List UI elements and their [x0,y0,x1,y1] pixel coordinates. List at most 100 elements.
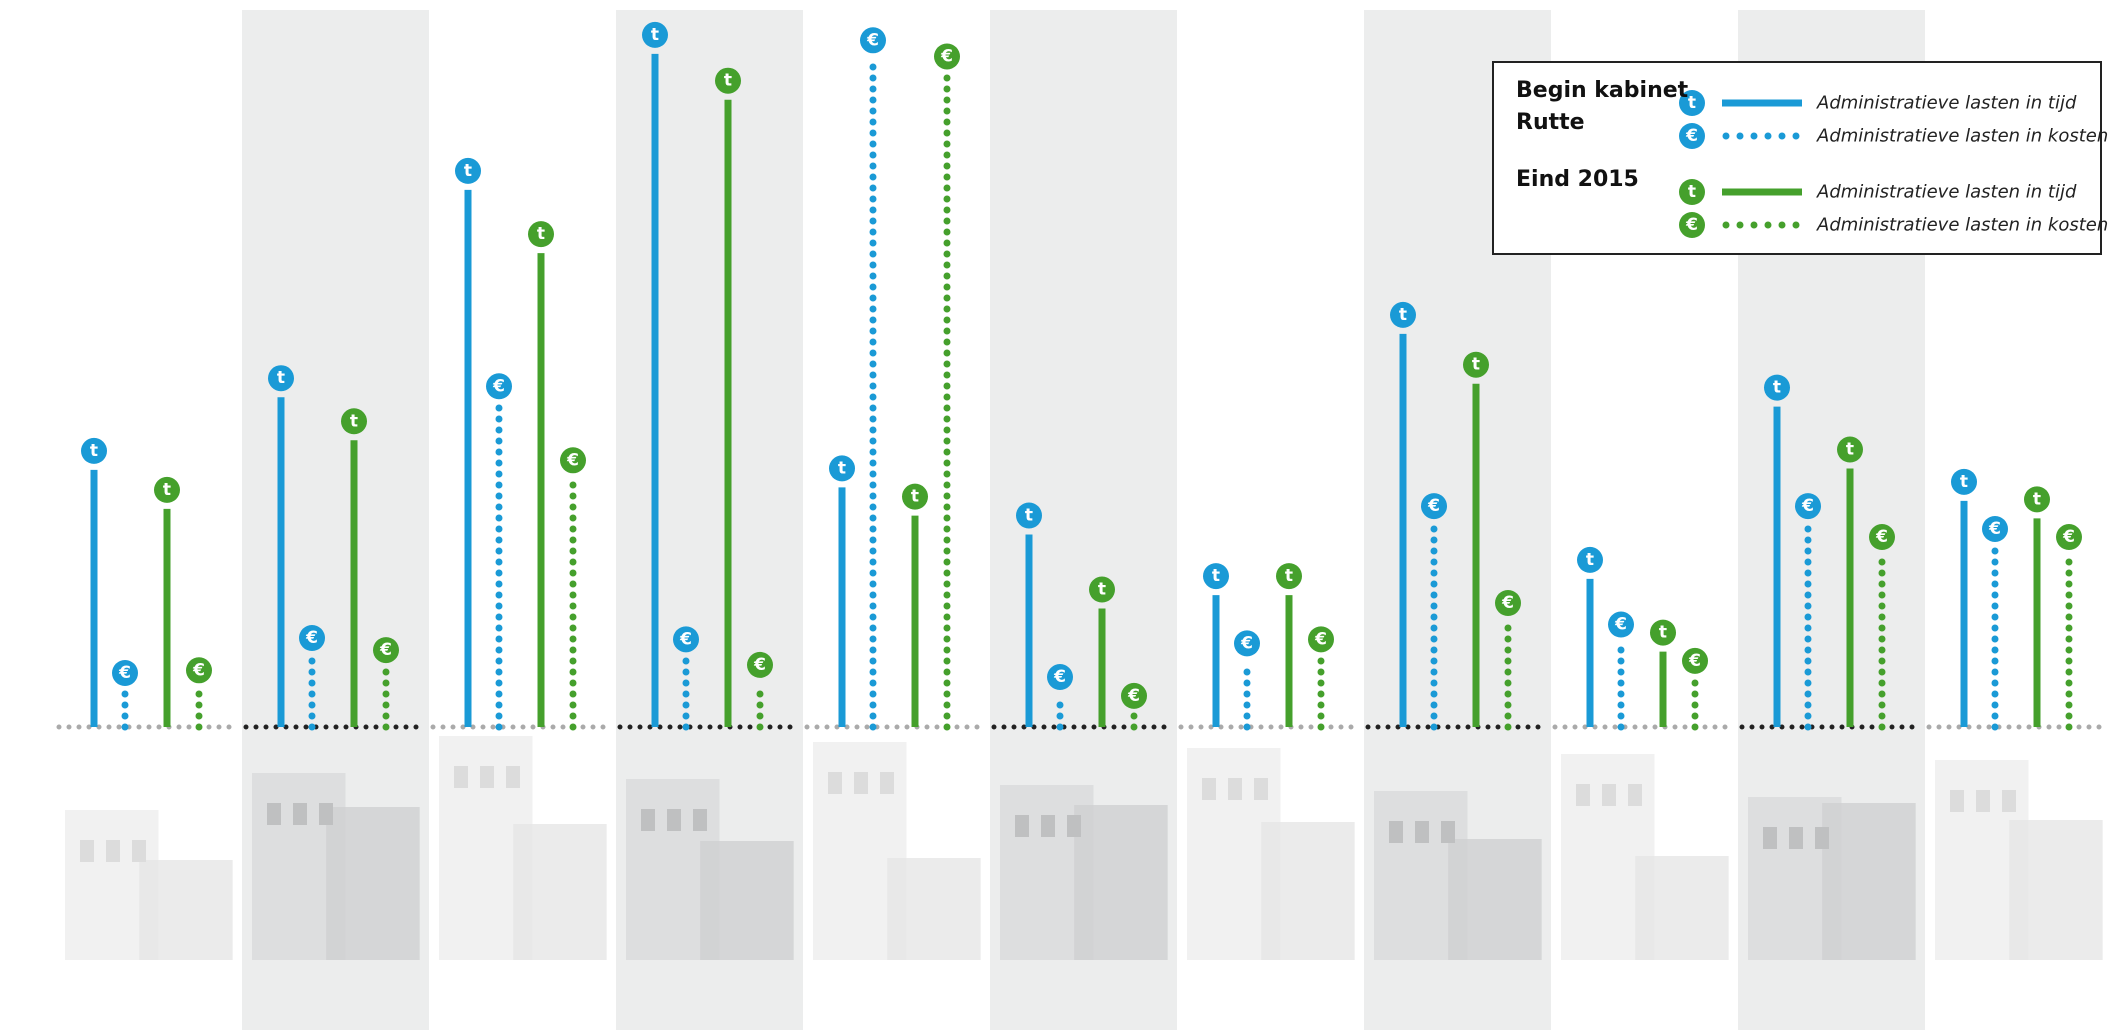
bar-icon [747,651,773,678]
bar-icon-label: € [866,30,879,50]
building [1261,822,1355,960]
building [887,858,981,960]
window [293,803,307,825]
bars: t t t t t t t t t t t € € € € € € € € € € € t t t t t t t t t t t € € € € € € €… [81,21,2082,731]
building [1822,803,1916,960]
bar-icon-label: t [1285,566,1293,586]
bar-icon [1421,493,1447,520]
window [2002,790,2016,812]
window [1254,778,1268,800]
bar-icon-label: € [1501,593,1514,613]
bar-icon [1682,647,1708,674]
window [1067,815,1081,837]
window [1950,790,1964,812]
bar-icon-label: € [1801,496,1814,516]
bar-icon [2024,486,2050,513]
window [80,840,94,862]
bar-icon-label: t [1025,506,1033,526]
window [1815,827,1829,849]
legend-label: Administratieve lasten in kosten [1817,125,2109,147]
legend-icon [1679,179,1705,205]
bar-icon-label: t [1773,378,1781,398]
bar-icon-label: t [90,441,98,461]
bar-icon [2056,524,2082,551]
bar-icon-label: € [1875,527,1888,547]
bar-icon [1982,515,2008,542]
window [1415,821,1429,843]
bar-icon-label: t [350,411,358,431]
window [1789,827,1803,849]
bar-icon-label: € [1127,686,1140,706]
bar-icon [1089,576,1115,603]
bar-icon [1650,619,1676,646]
legend-label: Administratieve lasten in tijd [1817,92,2077,114]
window [1202,778,1216,800]
legend-icon [1679,123,1705,149]
building [1448,839,1542,960]
bar-icon-label: € [492,376,505,396]
window [1389,821,1403,843]
bar-icon-label: € [1614,615,1627,635]
bar-icon-label: t [724,71,732,91]
bar-icon-label: € [2062,527,2075,547]
window [1576,784,1590,806]
window [1976,790,1990,812]
legend-icon [1679,212,1705,238]
bar-icon-label: t [911,487,919,507]
bar-icon [1608,611,1634,638]
legend: t € t € Begin kabinet Rutte Administratieve l… [1492,61,2108,255]
window [267,803,281,825]
bar-icon-label: € [1427,496,1440,516]
window [1441,821,1455,843]
window [506,766,520,788]
window [828,772,842,794]
bar-icon [373,637,399,664]
bar-icon [1869,524,1895,551]
window [854,772,868,794]
legend-marks: t € t € [1679,90,1806,238]
bar-icon-label: t [1098,580,1106,600]
window [1228,778,1242,800]
window [693,809,707,831]
bar-icon-label: t [277,368,285,388]
bar-icon [299,625,325,651]
building [2009,820,2103,960]
bar-icon [1047,664,1073,691]
window [1015,815,1029,837]
bar-icon [1951,468,1977,495]
bar-icon [860,27,886,54]
building [139,860,233,960]
bar-icon-label: t [1472,355,1480,375]
bar-icon [1308,626,1334,653]
bar-icon [112,660,138,686]
bar-icon [341,408,367,435]
bar-icon-label: € [940,46,953,66]
bar-icon [829,455,855,482]
window [667,809,681,831]
bar-icon [1203,563,1229,590]
bar-icon-label: € [1988,519,2001,539]
legend-icon-label: t [1688,182,1696,202]
building [1635,856,1729,960]
building [326,807,420,960]
legend-label: Administratieve lasten in kosten [1817,214,2109,236]
bar-icon [934,43,960,70]
legend-icon [1679,90,1705,116]
bar-icon [1121,682,1147,709]
bar-icon-label: t [1399,305,1407,325]
bar-icon-label: € [118,663,131,683]
bar-icon [268,365,294,392]
bar-icon-label: € [753,655,766,675]
window [106,840,120,862]
bar-icon [1390,301,1416,328]
bar-icon [673,626,699,653]
bar-icon [902,483,928,510]
bar-icon-label: € [1053,667,1066,687]
bar-icon [1234,630,1260,657]
bar-icon [1837,436,1863,463]
bar-icon-label: t [1586,550,1594,570]
bar-icon [186,657,212,684]
window [1041,815,1055,837]
window [1763,827,1777,849]
